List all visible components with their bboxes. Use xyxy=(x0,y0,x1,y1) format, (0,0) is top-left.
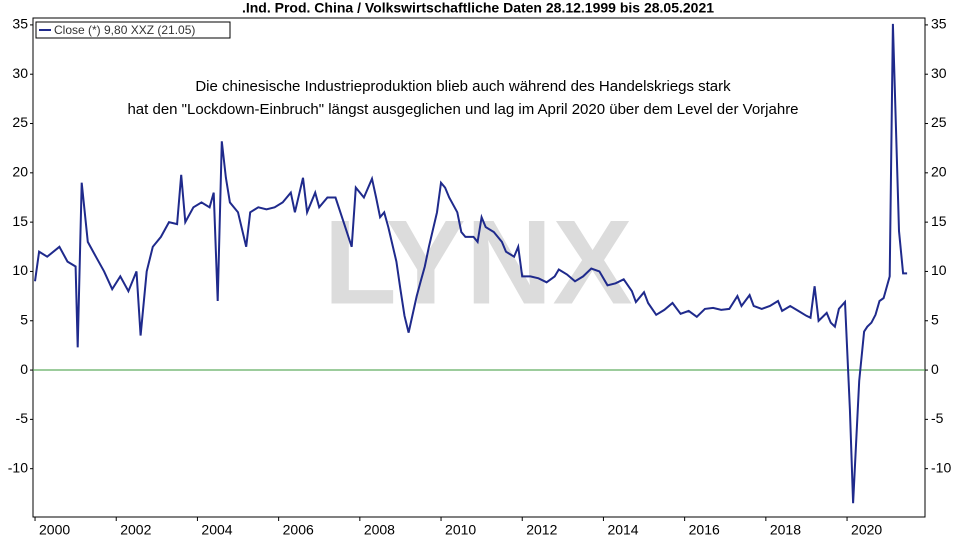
y-tick-label: -5 xyxy=(16,410,29,426)
x-tick-label: 2012 xyxy=(526,522,557,538)
x-tick-label: 2004 xyxy=(201,522,232,538)
y2-tick-label: 5 xyxy=(931,311,939,327)
y-tick-label: 0 xyxy=(20,361,28,377)
y-tick-label: 25 xyxy=(12,114,28,130)
legend-label: Close (*) 9,80 XXZ (21.05) xyxy=(54,23,195,37)
y2-tick-label: 25 xyxy=(931,114,947,130)
y2-tick-label: 0 xyxy=(931,361,939,377)
x-tick-label: 2018 xyxy=(770,522,801,538)
y-tick-label: 30 xyxy=(12,65,28,81)
x-tick-label: 2016 xyxy=(689,522,720,538)
legend-box xyxy=(35,21,231,39)
y2-tick-label: 35 xyxy=(931,16,947,32)
plot-frame xyxy=(32,17,926,518)
y2-tick-label: 30 xyxy=(931,65,947,81)
annotation: Die chinesische Industrieproduktion blie… xyxy=(195,78,731,95)
y2-tick-label: 15 xyxy=(931,213,947,229)
x-tick-label: 2020 xyxy=(851,522,882,538)
y-tick-label: 10 xyxy=(12,262,28,278)
x-tick-label: 2002 xyxy=(120,522,151,538)
x-tick-label: 2006 xyxy=(283,522,314,538)
y-tick-label: 35 xyxy=(12,16,28,32)
x-tick-label: 2000 xyxy=(39,522,70,538)
y2-tick-label: -5 xyxy=(931,410,944,426)
data-line xyxy=(34,23,908,504)
x-tick-label: 2008 xyxy=(364,522,395,538)
y-tick-label: 15 xyxy=(12,213,28,229)
annotation: hat den "Lockdown-Einbruch" längst ausge… xyxy=(127,101,798,118)
chart-title: .Ind. Prod. China / Volkswirtschaftliche… xyxy=(242,0,714,16)
x-tick-label: 2010 xyxy=(445,522,476,538)
x-tick-label: 2014 xyxy=(607,522,638,538)
watermark: LYNX xyxy=(323,196,632,330)
y2-tick-label: 20 xyxy=(931,164,947,180)
y2-tick-label: -10 xyxy=(931,459,951,475)
y2-tick-label: 10 xyxy=(931,262,947,278)
y-tick-label: 20 xyxy=(12,164,28,180)
y-tick-label: 5 xyxy=(20,311,28,327)
y-tick-label: -10 xyxy=(8,459,28,475)
